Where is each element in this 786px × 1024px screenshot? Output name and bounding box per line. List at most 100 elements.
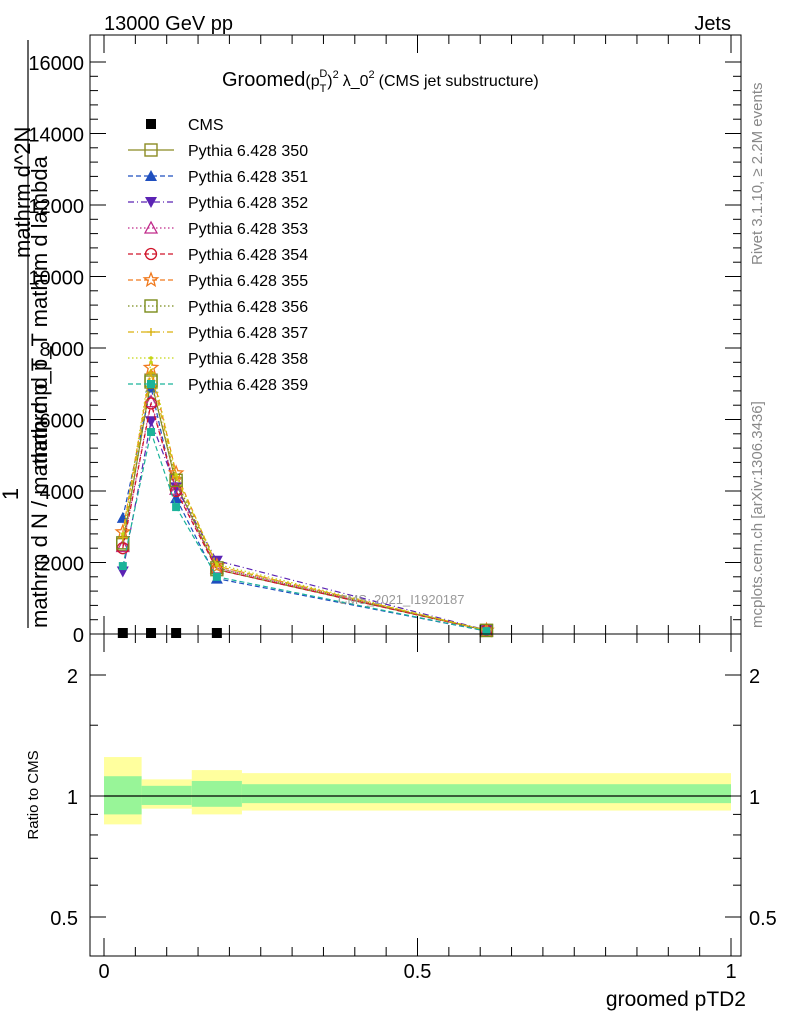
series-10	[118, 428, 491, 636]
legend-label: Pythia 6.428 356	[188, 299, 308, 316]
ratio-y-tick-label-right: 0.5	[749, 908, 777, 930]
legend-label: Pythia 6.428 359	[188, 377, 308, 394]
data-point	[169, 481, 184, 495]
x-tick-label: 1	[725, 961, 736, 983]
data-point	[211, 628, 222, 638]
chart-title: Groomed(pTD)2 λ_02 (CMS jet substructure)	[222, 68, 539, 95]
legend-entry: Pythia 6.428 356	[128, 299, 308, 316]
main-y-tick-label: 4000	[40, 482, 85, 504]
y-label-numerator: 1	[0, 488, 23, 500]
series-0	[117, 628, 222, 638]
legend-marker	[142, 271, 160, 288]
data-point	[143, 394, 159, 408]
legend: CMS Pythia 6.428 350 Pythia 6.428 351 Pythi…	[128, 117, 308, 394]
legend-entry: Pythia 6.428 359	[128, 377, 308, 394]
main-panel: 0 2000 4000 6000 8000 10000 12000 14000 16000 CM…	[28, 34, 742, 647]
data-point	[171, 628, 182, 638]
legend-marker	[145, 197, 157, 208]
rivet-version: Rivet 3.1.10, ≥ 2.2M events	[749, 83, 766, 266]
data-point	[146, 628, 157, 638]
main-series-layer	[114, 358, 495, 638]
data-point	[174, 473, 178, 477]
legend-entry: CMS	[146, 117, 224, 134]
legend-marker	[144, 143, 158, 157]
main-y-label: 1 mathrm d N / mathrm d p_T mathrm d p_T…	[0, 40, 52, 628]
legend-label: Pythia 6.428 354	[188, 247, 308, 264]
data-point	[115, 539, 130, 553]
legend-label: CMS	[188, 117, 224, 134]
ratio-y-tick-label-right: 1	[749, 787, 760, 809]
legend-marker	[143, 220, 159, 234]
ratio-y-tick-label: 1	[67, 787, 78, 809]
header-category: Jets	[694, 13, 731, 35]
y-label-denominator-3: mathrm d^2N	[10, 127, 35, 258]
y-label-denominator-2: mathrm d p_T mathrm d lambda	[27, 155, 52, 470]
ratio-y-axis: 0.5 0.5 1 1 2 2	[50, 666, 777, 930]
main-y-tick-label: 12000	[28, 196, 84, 218]
main-y-tick-label: 10000	[28, 268, 84, 290]
title-sub: T	[320, 83, 327, 95]
header-energy: 13000 GeV pp	[104, 13, 233, 35]
title-main: Groomed	[222, 69, 305, 91]
legend-label: Pythia 6.428 353	[188, 221, 308, 238]
legend-entry: Pythia 6.428 352	[128, 195, 308, 212]
legend-entry: Pythia 6.428 354	[128, 247, 308, 264]
title-tail: (CMS jet substructure)	[379, 73, 539, 90]
ratio-y-tick-label: 2	[67, 666, 78, 688]
data-point	[117, 628, 128, 638]
svg-text:Groomed(pTD)2λ_02(CMS jet subs: Groomed(pTD)2 λ_02 (CMS jet substructure)	[222, 68, 539, 95]
ratio-frame	[89, 633, 742, 957]
x-tick-label: 0	[98, 961, 109, 983]
legend-marker	[147, 328, 155, 336]
main-y-tick-label: 2000	[40, 554, 85, 576]
ratio-y-label: Ratio to CMS	[25, 750, 42, 839]
title-sup: D	[319, 68, 327, 80]
legend-label: Pythia 6.428 350	[188, 143, 308, 160]
data-point	[121, 532, 125, 536]
data-point	[147, 428, 156, 437]
legend-label: Pythia 6.428 351	[188, 169, 308, 186]
legend-entry: Pythia 6.428 353	[128, 220, 308, 238]
main-y-tick-label: 16000	[28, 53, 84, 75]
legend-entry: Pythia 6.428 355	[128, 271, 308, 290]
x-axis: 0 0.5 1	[98, 35, 737, 983]
legend-marker	[144, 299, 158, 313]
title-outer-sup: 2	[333, 69, 339, 81]
ratio-inner-band	[104, 776, 142, 815]
main-y-tick-label: 8000	[40, 339, 85, 361]
data-point	[482, 627, 491, 636]
legend-entry: Pythia 6.428 350	[128, 143, 308, 160]
x-tick-label: 0.5	[404, 961, 432, 983]
main-y-tick-label: 14000	[28, 125, 84, 147]
legend-label: Pythia 6.428 352	[188, 195, 308, 212]
ratio-y-tick-label: 0.5	[50, 908, 78, 930]
legend-marker	[146, 119, 156, 129]
title-lambda-sup: 2	[369, 69, 375, 81]
legend-entry: Pythia 6.428 351	[128, 169, 308, 186]
title-lambda: λ_0	[343, 73, 369, 90]
main-y-axis: 0 2000 4000 6000 8000 10000 12000 14000 16000	[28, 53, 741, 647]
x-axis-label: groomed pTD2	[606, 988, 746, 1011]
watermark: CMS_2021_I1920187	[338, 592, 465, 607]
ratio-panel: 0.5 0.51 12 2 0 0.5 1	[50, 35, 777, 983]
legend-label: Pythia 6.428 357	[188, 325, 308, 342]
legend-marker	[144, 247, 158, 261]
data-point	[212, 572, 221, 581]
legend-label: Pythia 6.428 358	[188, 351, 308, 368]
main-y-tick-label: 6000	[40, 411, 85, 433]
ratio-y-tick-label-right: 2	[749, 666, 760, 688]
y-label-denominator-1: mathrm d N / mathrm d p_T	[27, 358, 52, 628]
legend-label: Pythia 6.428 355	[188, 273, 308, 290]
ratio-inner-band	[241, 784, 731, 804]
legend-entry: Pythia 6.428 358	[128, 351, 308, 368]
legend-marker	[149, 356, 153, 360]
data-point	[215, 562, 219, 567]
data-point	[149, 360, 153, 365]
mcplots-credit: mcplots.cern.ch [arXiv:1306.3436]	[749, 401, 766, 628]
legend-marker	[145, 170, 157, 181]
data-point	[172, 503, 181, 512]
series-line	[122, 403, 487, 632]
main-y-tick-label: 0	[73, 625, 84, 647]
ratio-bands	[104, 757, 731, 825]
